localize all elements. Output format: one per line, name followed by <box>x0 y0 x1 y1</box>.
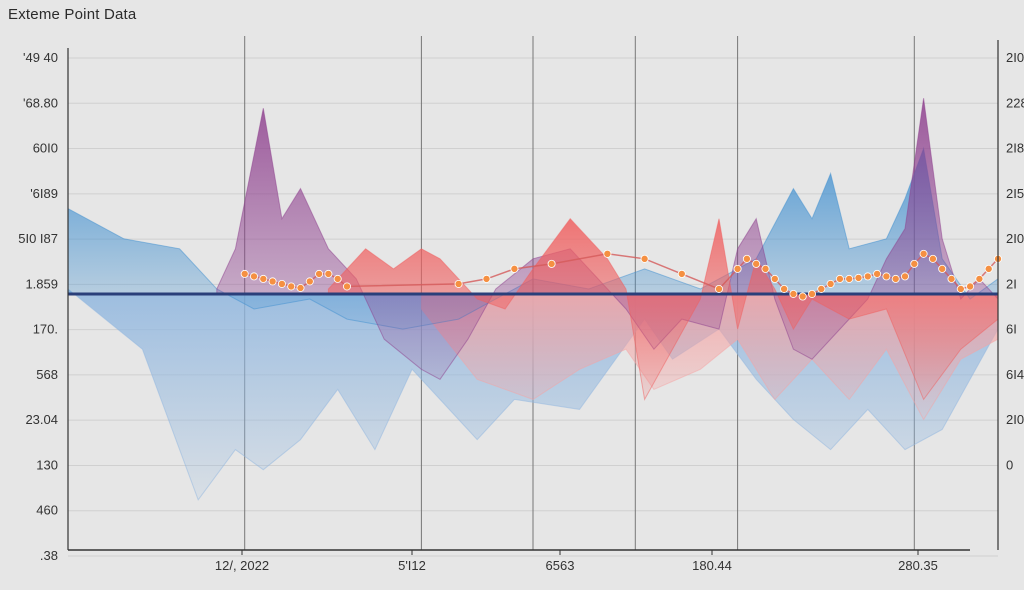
y-tick-label-left: 568 <box>36 367 58 382</box>
data-point-marker <box>249 272 258 281</box>
area-series-pink <box>420 293 999 421</box>
data-point-marker <box>984 264 993 273</box>
data-point-marker <box>947 274 956 283</box>
data-point-marker <box>677 269 686 278</box>
data-point-marker <box>956 284 965 293</box>
data-point-marker <box>742 254 751 263</box>
data-point-marker <box>780 284 789 293</box>
x-tick-label: 180.44 <box>692 558 732 573</box>
y-tick-label-left: '6I89 <box>30 186 58 201</box>
data-point-marker <box>928 254 937 263</box>
data-point-marker <box>835 274 844 283</box>
data-point-marker <box>770 274 779 283</box>
data-point-marker <box>789 289 798 298</box>
data-point-marker <box>715 284 724 293</box>
y-tick-label-right: 2I8 <box>1006 141 1024 156</box>
y-tick-label-right: 2I5 <box>1006 186 1024 201</box>
area-series-red <box>327 217 999 401</box>
data-point-marker <box>240 269 249 278</box>
data-point-marker <box>287 282 296 291</box>
y-tick-label-right: 228 <box>1006 95 1024 110</box>
y-tick-label-left: 5I0 I87 <box>18 231 58 246</box>
marker-layer <box>240 249 1003 301</box>
series-layer <box>67 98 999 501</box>
data-point-marker <box>752 259 761 268</box>
data-point-marker <box>603 249 612 258</box>
chart-title: Exteme Point Data <box>8 6 137 23</box>
data-point-marker <box>342 282 351 291</box>
data-point-marker <box>854 273 863 282</box>
y-tick-label-right: 6I4 <box>1006 367 1024 382</box>
data-point-marker <box>901 272 910 281</box>
y-tick-label-right: 2I0 <box>1006 231 1024 246</box>
y-tick-label-right: 0 <box>1006 457 1013 472</box>
data-point-marker <box>761 264 770 273</box>
x-tick-label: 280.35 <box>898 558 938 573</box>
y-tick-label-left: 460 <box>36 503 58 518</box>
data-point-marker <box>305 277 314 286</box>
y-tick-label-left: 1.859 <box>25 276 58 291</box>
data-point-marker <box>817 284 826 293</box>
y-tick-label-left: 130 <box>36 457 58 472</box>
y-tick-label-left: '68.80 <box>23 95 58 110</box>
data-point-marker <box>268 277 277 286</box>
data-point-marker <box>296 283 305 292</box>
data-point-marker <box>259 274 268 283</box>
data-point-marker <box>798 292 807 301</box>
y-tick-label-left: 60I0 <box>33 141 58 156</box>
x-tick-label: 5'I12 <box>398 558 426 573</box>
data-point-marker <box>882 272 891 281</box>
data-point-marker <box>873 269 882 278</box>
y-tick-label-left: '49 40 <box>23 50 58 65</box>
data-point-marker <box>919 249 928 258</box>
data-point-marker <box>863 272 872 281</box>
y-tick-label-right: 2I0 <box>1006 412 1024 427</box>
data-point-marker <box>808 289 817 298</box>
y-tick-label-left: 170. <box>33 322 58 337</box>
y-tick-label-left: 23.04 <box>25 412 58 427</box>
y-tick-label-right: 6I <box>1006 322 1017 337</box>
data-point-marker <box>845 274 854 283</box>
y-tick-label-left: .38 <box>40 548 58 563</box>
data-point-marker <box>826 279 835 288</box>
data-point-marker <box>315 269 324 278</box>
data-point-marker <box>966 282 975 291</box>
data-point-marker <box>975 274 984 283</box>
x-tick-label: 12/, 2022 <box>215 558 269 573</box>
data-point-marker <box>454 279 463 288</box>
data-point-marker <box>938 264 947 273</box>
y-tick-label-right: 2I <box>1006 276 1017 291</box>
data-point-marker <box>333 274 342 283</box>
data-point-marker <box>547 259 556 268</box>
data-point-marker <box>733 264 742 273</box>
data-point-marker <box>510 264 519 273</box>
data-point-marker <box>482 274 491 283</box>
y-tick-label-right: 2I0 <box>1006 50 1024 65</box>
data-point-marker <box>324 269 333 278</box>
data-point-marker <box>891 274 900 283</box>
x-tick-label: 6563 <box>546 558 575 573</box>
data-point-marker <box>910 259 919 268</box>
data-point-marker <box>277 279 286 288</box>
data-point-marker <box>640 254 649 263</box>
